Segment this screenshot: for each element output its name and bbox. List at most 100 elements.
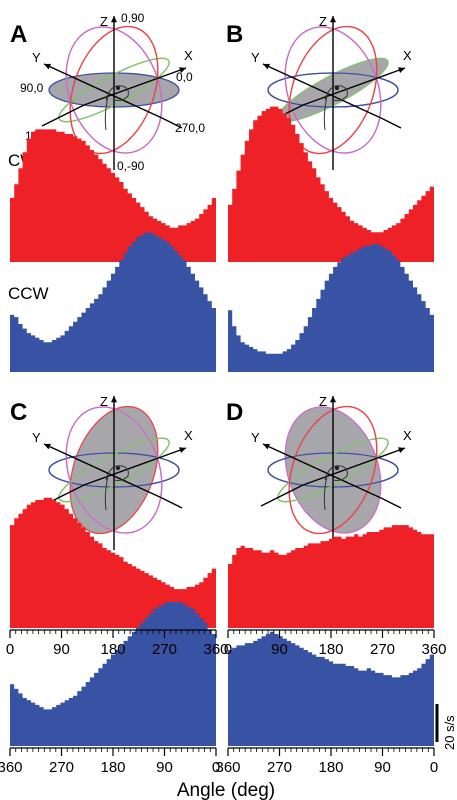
histogram-bar: [77, 691, 81, 746]
histogram-bar: [145, 618, 149, 746]
histogram-bar: [27, 700, 31, 746]
animal-sketch: [323, 85, 348, 131]
histogram-bar: [52, 500, 56, 628]
histogram-bar: [236, 548, 240, 628]
histogram-bar: [396, 223, 400, 262]
histogram-bar: [346, 666, 350, 746]
histogram-a-ccw: [10, 232, 216, 372]
histogram-bar: [405, 675, 409, 746]
x-axis-label: Angle (deg): [177, 780, 275, 800]
histogram-bar: [65, 509, 69, 628]
histogram-bar: [187, 267, 191, 372]
histogram-bar: [245, 141, 249, 262]
x-axis: [83, 67, 187, 106]
histogram-bar: [241, 155, 245, 262]
histogram-bar: [31, 703, 35, 746]
histogram-bar: [249, 129, 253, 262]
histogram-bar: [124, 253, 128, 372]
y-axis-head: [44, 443, 51, 450]
plane-outline-roll: [288, 405, 378, 535]
histogram-bar: [119, 182, 123, 262]
histogram-bar: [421, 196, 425, 262]
histogram-bar: [73, 518, 77, 628]
histogram-bar: [291, 550, 295, 628]
histogram-bar: [48, 342, 52, 372]
histogram-bar: [421, 301, 425, 372]
histogram-bar: [320, 657, 324, 746]
histogram-bar: [308, 543, 312, 628]
x-axis-head: [398, 67, 405, 74]
histogram-bar: [170, 246, 174, 372]
histogram-bar: [371, 244, 375, 372]
histogram-bar: [73, 136, 77, 262]
histogram-bar: [86, 532, 90, 628]
histogram-bar: [102, 287, 106, 372]
tick-label: 360: [421, 641, 446, 658]
chart-c-cw: [10, 497, 216, 628]
panel-label-a: A: [10, 21, 27, 48]
chart-b-cw: [228, 106, 434, 262]
tick-label: 90: [156, 759, 173, 776]
histogram-bar: [111, 274, 115, 372]
histogram-bar: [102, 164, 106, 262]
histogram-bar: [291, 125, 295, 262]
histogram-bar: [107, 659, 111, 746]
histogram-bar: [65, 134, 69, 262]
histogram-bar: [249, 548, 253, 628]
histogram-bar: [35, 705, 39, 746]
histogram-bar: [23, 698, 27, 746]
histogram-bar: [384, 675, 388, 746]
histogram-bar: [52, 340, 56, 372]
histogram-bar: [400, 675, 404, 746]
tick-label: 0: [430, 759, 438, 776]
histogram-bar: [195, 281, 199, 372]
histogram-bar: [35, 500, 39, 628]
histogram-bar: [203, 578, 207, 628]
histogram-bar: [31, 132, 35, 262]
tick-label: 360: [215, 759, 240, 776]
plane-outline-pitch: [65, 406, 163, 534]
histogram-bar: [199, 287, 203, 372]
histogram-bar: [257, 116, 261, 262]
z-arrow-head: [329, 16, 337, 23]
histogram-bar: [405, 274, 409, 372]
histogram-bar: [358, 249, 362, 372]
histogram-b-ccw: [228, 244, 434, 372]
histogram-bar: [295, 134, 299, 262]
histogram-bar: [128, 246, 132, 372]
tick-label: 180: [100, 759, 125, 776]
histogram-bar: [115, 177, 119, 262]
histogram-bar: [232, 326, 236, 372]
histogram-bar: [400, 219, 404, 262]
histogram-bar: [257, 639, 261, 746]
histogram-bar: [312, 655, 316, 746]
plane-outline-tilted: [277, 437, 389, 503]
tick-label: 270: [370, 641, 395, 658]
histogram-bar: [363, 246, 367, 372]
histogram-bar: [266, 634, 270, 746]
histogram-bar: [371, 671, 375, 746]
histogram-bar: [81, 313, 85, 372]
histogram-bar: [388, 251, 392, 372]
histogram-bar: [77, 317, 81, 372]
histogram-bar: [60, 505, 64, 628]
histogram-bar: [417, 532, 421, 628]
histogram-bar: [115, 267, 119, 372]
histogram-bar: [212, 308, 216, 372]
eye-dot: [115, 85, 121, 91]
histogram-bar: [48, 498, 52, 628]
histogram-bar: [350, 666, 354, 746]
histogram-bar: [278, 109, 282, 262]
histogram-bar: [44, 709, 48, 746]
histogram-bar: [161, 604, 165, 746]
histogram-bar: [86, 682, 90, 746]
histogram-bar: [375, 673, 379, 746]
histogram-bar: [136, 569, 140, 628]
histogram-bar: [249, 643, 253, 746]
histogram-bar: [94, 673, 98, 746]
histogram-bar: [333, 664, 337, 746]
tick-label: 360: [203, 641, 228, 658]
histogram-bar: [299, 143, 303, 262]
histogram-bar: [337, 262, 341, 372]
histogram-bar: [18, 693, 22, 746]
